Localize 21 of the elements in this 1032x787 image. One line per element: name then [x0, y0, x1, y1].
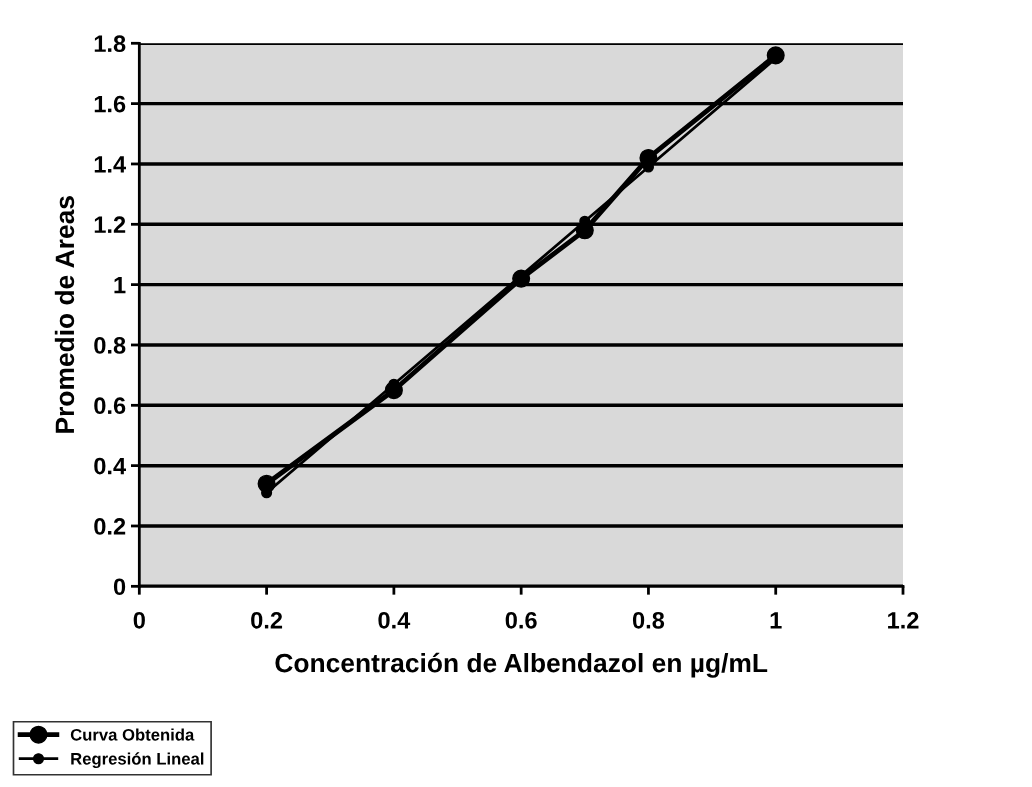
y-tick-label: 0.6 — [94, 397, 126, 415]
y-tick-label: 1.6 — [94, 95, 126, 113]
legend-label: Curva Obtenida — [70, 728, 195, 741]
legend-label: Regresión Lineal — [71, 752, 204, 769]
x-tick-label: 1.2 — [888, 611, 919, 629]
y-tick-label: 0 — [113, 578, 126, 596]
x-tick-label: 0.8 — [632, 611, 665, 629]
y-tick-label: 1.4 — [94, 156, 126, 173]
x-axis-title: Concentración de Albendazol en µg/mL — [275, 652, 768, 678]
x-tick-label: 0 — [133, 611, 145, 629]
y-tick-label: 0.8 — [94, 337, 126, 354]
y-tick-label: 0.2 — [94, 518, 126, 535]
y-tick-label: 1.8 — [94, 35, 126, 53]
x-tick-label: 1 — [770, 612, 782, 629]
x-tick-label: 0.6 — [505, 611, 537, 629]
x-tick-label: 0.4 — [378, 611, 411, 629]
y-tick-label: 1 — [114, 276, 126, 294]
y-tick-label: 0.4 — [94, 457, 126, 475]
y-axis-title: Promedio de Areas — [54, 196, 75, 433]
y-tick-label: 1.2 — [94, 216, 126, 233]
x-tick-label: 0.2 — [251, 611, 283, 629]
